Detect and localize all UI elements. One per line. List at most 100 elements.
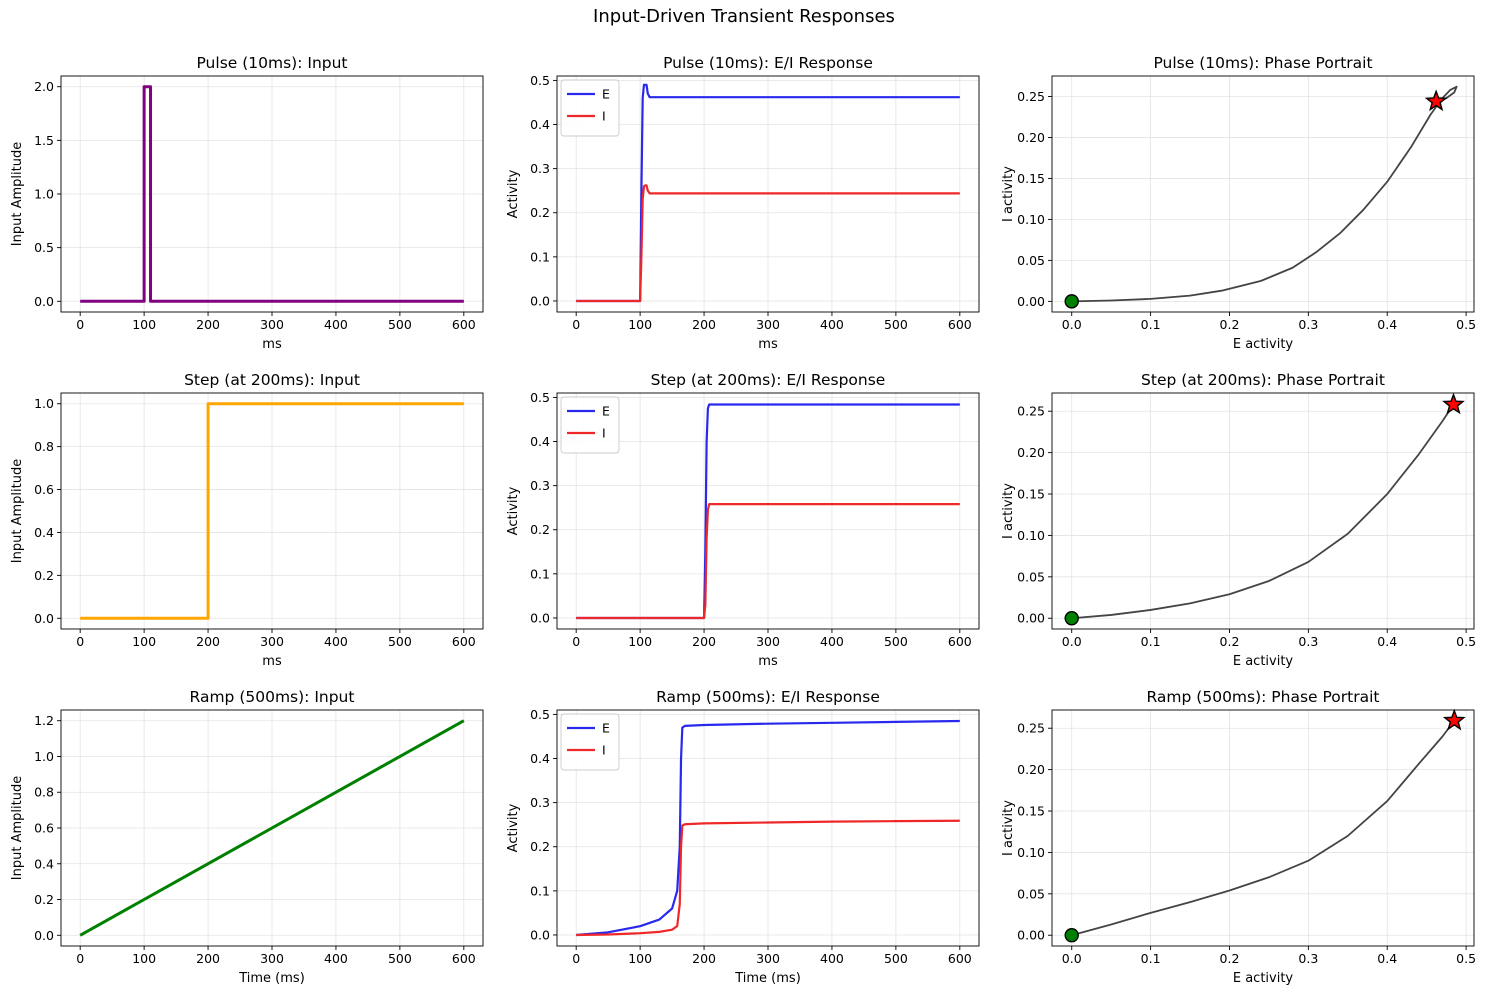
legend-box [560, 396, 620, 454]
x-tick-label: 0 [572, 317, 580, 332]
y-tick-label: 0.4 [34, 856, 54, 871]
subplot-2: 0 100 200 300 400 500 600 0.0 0.1 0.2 0.3 0.4 0.5 Pul… [506, 54, 980, 352]
x-tick-label: 600 [452, 634, 476, 649]
x-tick-label: 0.1 [1141, 634, 1161, 649]
x-tick-label: 0 [572, 634, 580, 649]
x-tick-label: 0 [572, 951, 580, 966]
x-tick-label: 600 [452, 317, 476, 332]
x-tick-label: 600 [948, 951, 972, 966]
x-tick-label: 200 [196, 951, 220, 966]
y-tick-label: 0.4 [530, 751, 550, 766]
y-tick-label: 1.0 [34, 749, 54, 764]
x-axis-label: Time (ms) [238, 971, 305, 986]
y-tick-label: 1.5 [34, 133, 54, 148]
x-axis-label: Time (ms) [734, 971, 801, 986]
y-axis-label: Activity [506, 486, 521, 535]
subplot-title: Pulse (10ms): Phase Portrait [1153, 54, 1372, 72]
x-tick-label: 400 [820, 951, 844, 966]
y-tick-label: 2.0 [34, 79, 54, 94]
x-tick-label: 500 [388, 634, 412, 649]
legend-label-E: E [602, 87, 610, 102]
start-point-marker [1064, 611, 1079, 626]
legend: EI [560, 396, 620, 454]
y-tick-label: 0.2 [530, 205, 550, 220]
y-tick-label: 0.6 [34, 482, 54, 497]
x-tick-label: 300 [260, 951, 284, 966]
y-axis-label: Activity [506, 803, 521, 852]
y-tick-label: 0.5 [530, 390, 550, 405]
start-point-marker [1064, 294, 1079, 309]
x-axis-label: E activity [1233, 971, 1294, 986]
x-tick-label: 0.0 [1062, 634, 1082, 649]
series-line-1 [1071, 720, 1455, 937]
x-tick-label: 100 [132, 317, 156, 332]
y-axis-label: Input Amplitude [10, 459, 25, 563]
x-tick-label: 300 [260, 317, 284, 332]
series-line-I [576, 819, 960, 937]
y-tick-label: 0.00 [1017, 928, 1045, 943]
series-line-1 [79, 719, 465, 937]
x-tick-label: 0.0 [1062, 951, 1082, 966]
y-tick-label: 0.1 [530, 883, 550, 898]
axes-frame [1051, 75, 1475, 313]
start-point-marker [1064, 928, 1079, 943]
x-tick-label: 0.1 [1141, 951, 1161, 966]
x-tick-label: 0.5 [1456, 634, 1476, 649]
y-tick-label: 0.0 [34, 294, 54, 309]
y-tick-label: 0.25 [1017, 404, 1045, 419]
x-tick-label: 400 [324, 317, 348, 332]
legend: EI [560, 79, 620, 137]
subplot-6: 0.0 0.1 0.2 0.3 0.4 0.5 0.00 0.05 0.10 0.15 0.20 0.… [1001, 371, 1476, 669]
y-tick-label: 1.0 [34, 187, 54, 202]
x-tick-label: 0.3 [1298, 317, 1318, 332]
x-tick-label: 100 [132, 634, 156, 649]
y-tick-label: 1.0 [34, 396, 54, 411]
x-tick-label: 0.5 [1456, 317, 1476, 332]
x-tick-label: 100 [628, 634, 652, 649]
subplot-title: Ramp (500ms): Input [190, 688, 355, 706]
y-tick-label: 0.3 [530, 478, 550, 493]
x-tick-label: 500 [884, 317, 908, 332]
legend-label-I: I [602, 109, 606, 124]
subplot-title: Ramp (500ms): Phase Portrait [1147, 688, 1380, 706]
y-tick-label: 0.0 [34, 611, 54, 626]
y-tick-label: 0.4 [530, 434, 550, 449]
y-tick-label: 0.8 [34, 785, 54, 800]
axes-frame [1051, 392, 1475, 630]
end-point-marker [1442, 708, 1466, 731]
x-tick-label: 0.1 [1141, 317, 1161, 332]
y-tick-label: 0.0 [530, 293, 550, 308]
x-tick-label: 600 [452, 951, 476, 966]
x-tick-label: 200 [196, 634, 220, 649]
subplot-title: Ramp (500ms): E/I Response [656, 688, 880, 706]
subplot-8: 0 100 200 300 400 500 600 0.0 0.1 0.2 0.3 0.4 0.5 Ram… [506, 688, 980, 986]
y-tick-label: 0.05 [1017, 886, 1045, 901]
legend-box [560, 713, 620, 771]
series-line-E [576, 719, 960, 937]
x-tick-label: 0.4 [1377, 634, 1397, 649]
y-tick-label: 0.2 [34, 892, 54, 907]
y-tick-label: 0.2 [530, 522, 550, 537]
series-line-1 [80, 85, 464, 303]
x-tick-label: 300 [756, 951, 780, 966]
x-tick-label: 0.4 [1377, 951, 1397, 966]
x-tick-label: 400 [324, 951, 348, 966]
x-tick-label: 600 [948, 634, 972, 649]
x-tick-label: 300 [756, 317, 780, 332]
y-tick-label: 0.4 [34, 525, 54, 540]
x-tick-label: 200 [692, 634, 716, 649]
x-tick-label: 0.0 [1062, 317, 1082, 332]
y-tick-label: 0.4 [530, 117, 550, 132]
x-tick-label: 300 [260, 634, 284, 649]
x-tick-label: 400 [324, 634, 348, 649]
y-tick-label: 0.2 [530, 839, 550, 854]
legend: EI [560, 713, 620, 771]
x-tick-label: 0 [76, 634, 84, 649]
y-tick-label: 1.2 [34, 713, 54, 728]
x-tick-label: 0.2 [1220, 317, 1240, 332]
x-tick-label: 100 [628, 317, 652, 332]
y-axis-label: Activity [506, 169, 521, 218]
subplot-title: Step (at 200ms): Input [184, 371, 360, 389]
x-axis-label: ms [758, 337, 778, 352]
y-tick-label: 0.0 [530, 610, 550, 625]
